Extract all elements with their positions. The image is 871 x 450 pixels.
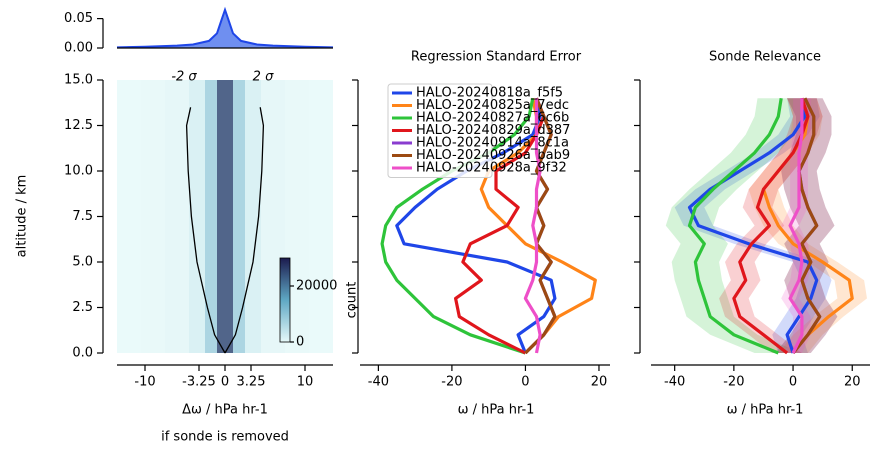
- chart-title: Sonde Relevance: [709, 50, 821, 65]
- annotation: -2 σ: [171, 70, 197, 85]
- series-line: [395, 97, 557, 354]
- legend-label: HALO-20240829a_d387: [416, 123, 570, 138]
- series-line: [687, 97, 783, 355]
- x-tick-label: 3.25: [237, 375, 266, 390]
- y-tick-label: 0.0: [72, 346, 93, 361]
- legend-label: HALO-20240926a_bab9: [416, 148, 570, 163]
- legend-label: HALO-20240827a_6c6b: [416, 111, 569, 126]
- density-line: [116, 6, 334, 49]
- heatmap-cell: [117, 80, 141, 353]
- heatmap-cell: [189, 80, 205, 353]
- x-tick-label: 0: [221, 375, 229, 390]
- colorbar-tick-label: 20000: [296, 279, 337, 294]
- x-axis-label: Δω / hPa hr-1: [182, 403, 268, 418]
- x-axis-label: ω / hPa hr-1: [727, 403, 804, 418]
- heatmap-cell: [309, 80, 333, 353]
- y-tick-label: 0.05: [64, 11, 93, 26]
- legend-label: HALO-20240818a_f5f5: [416, 86, 563, 101]
- sigma-curve: [185, 107, 226, 354]
- x-tick-label: -20: [441, 375, 462, 390]
- annotation: 2 σ: [253, 70, 274, 85]
- heatmap-cell: [245, 80, 261, 353]
- colorbar: [279, 257, 291, 343]
- y-tick-label: 15.0: [64, 73, 93, 88]
- colorbar-label: count: [345, 282, 360, 319]
- x-tick-label: -40: [368, 375, 389, 390]
- legend-label: HALO-20240914a_8c1a: [416, 136, 569, 151]
- uncertainty-band: [674, 98, 832, 353]
- x-tick-label: 20: [844, 375, 861, 390]
- y-tick-label: 7.5: [72, 209, 93, 224]
- x-tick-label: 20: [591, 375, 608, 390]
- uncertainty-band: [775, 98, 838, 353]
- heatmap-cell: [141, 80, 165, 353]
- chart-title: Regression Standard Error: [411, 50, 582, 65]
- legend-label: HALO-20240928a_9f32: [416, 161, 567, 176]
- x-axis-label: if sonde is removed: [161, 430, 289, 445]
- heatmap-cell: [217, 80, 233, 353]
- x-tick-label: 10: [297, 375, 314, 390]
- uncertainty-band: [748, 98, 867, 353]
- heatmap-cell: [233, 80, 245, 353]
- heatmap-cell: [205, 80, 217, 353]
- y-tick-label: 0.00: [64, 41, 93, 56]
- x-tick-label: 0: [521, 375, 529, 390]
- series-line: [788, 98, 804, 354]
- x-tick-label: 0: [789, 375, 797, 390]
- series-line: [732, 97, 810, 355]
- x-axis-label: ω / hPa hr-1: [458, 403, 535, 418]
- series-line: [454, 97, 546, 355]
- series-line: [380, 97, 535, 355]
- series-line: [524, 97, 557, 355]
- heatmap-cell: [165, 80, 189, 353]
- legend-label: HALO-20240825a_7edc: [416, 98, 569, 113]
- series-line: [791, 97, 822, 355]
- x-tick-label: -3.25: [182, 375, 216, 390]
- y-axis-label: altitude / km: [15, 175, 30, 258]
- uncertainty-band: [775, 98, 838, 353]
- colorbar-tick-label: 0: [296, 335, 304, 350]
- density-area: [117, 9, 333, 49]
- x-tick-label: -10: [134, 375, 155, 390]
- series-line: [687, 97, 819, 354]
- legend-box: [387, 83, 493, 178]
- series-line: [523, 98, 542, 354]
- y-tick-label: 2.5: [72, 300, 93, 315]
- y-tick-label: 12.5: [64, 118, 93, 133]
- y-tick-label: 5.0: [72, 255, 93, 270]
- x-tick-label: -40: [664, 375, 685, 390]
- x-tick-label: -20: [723, 375, 744, 390]
- sigma-curve: [224, 107, 265, 354]
- y-tick-label: 10.0: [64, 164, 93, 179]
